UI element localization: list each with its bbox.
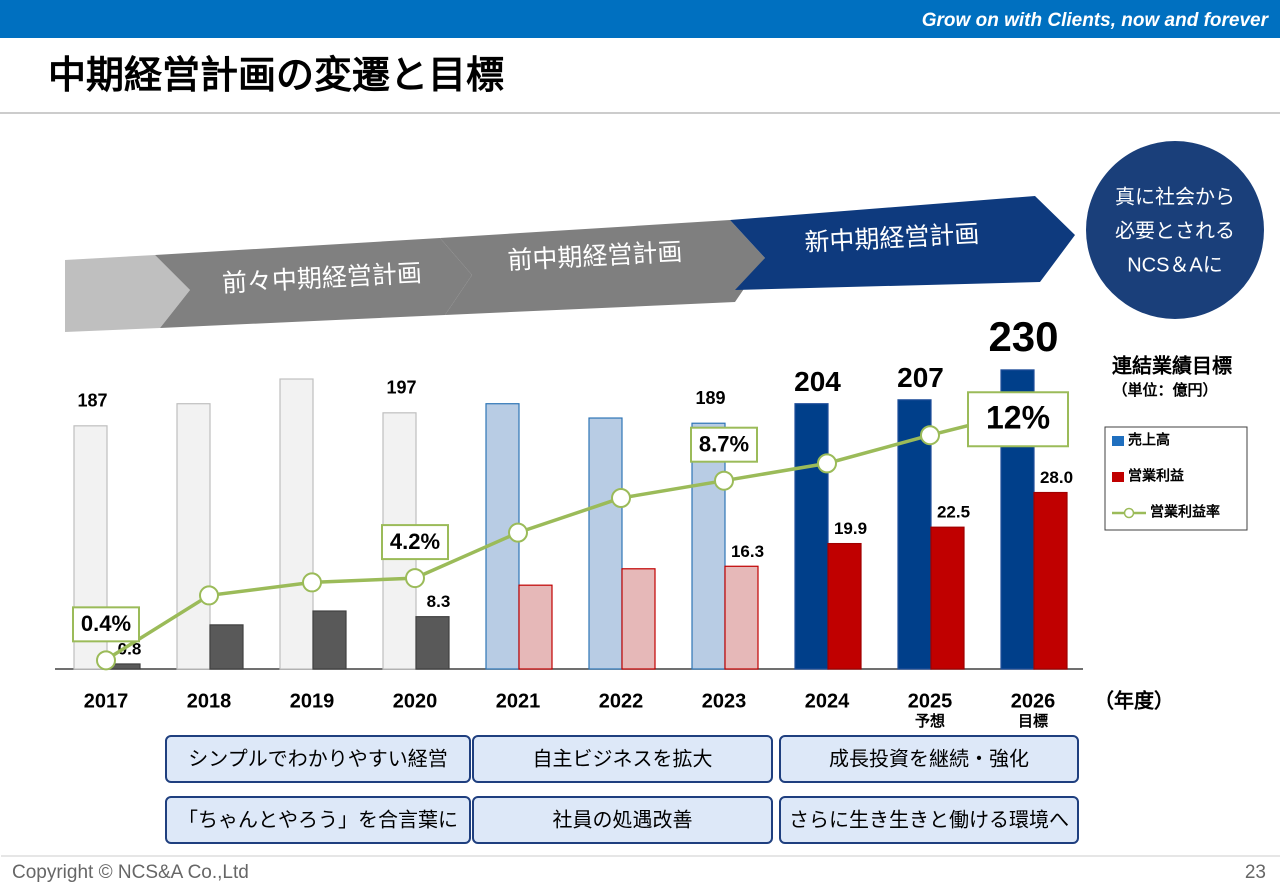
line-point <box>817 453 837 474</box>
line-point <box>714 470 734 491</box>
data-label: 19.9 <box>834 519 867 538</box>
bar <box>588 417 623 670</box>
x-tick-label: 2026 <box>1011 690 1056 712</box>
bar <box>897 399 932 670</box>
legend-subtitle: （単位：億円） <box>1112 381 1217 399</box>
line-point <box>920 425 940 446</box>
data-label: 22.5 <box>937 503 970 522</box>
data-label: 197 <box>386 378 416 398</box>
x-tick-label: 2024 <box>805 690 850 712</box>
line-point <box>302 572 322 593</box>
initiative-text: 成長投資を継続・強化 <box>829 747 1029 770</box>
x-tick-note: 目標 <box>1018 712 1048 730</box>
data-label: 4.2% <box>390 529 440 554</box>
x-tick-label: 2018 <box>187 690 232 712</box>
data-label-box <box>72 606 140 643</box>
page-number: 23 <box>1245 862 1266 883</box>
bar <box>209 624 244 670</box>
data-label: 8.3 <box>427 592 451 611</box>
data-label: 12% <box>986 400 1050 436</box>
bar <box>312 610 347 670</box>
bar <box>794 403 829 670</box>
initiative-text: 「ちゃんとやろう」を合言葉に <box>178 808 458 831</box>
bar <box>930 526 965 670</box>
vision-text: 必要とされる <box>1115 219 1235 242</box>
initiative-box <box>165 735 471 783</box>
bar <box>724 565 759 670</box>
bar <box>1033 491 1068 670</box>
initiative-text: 自主ビジネスを拡大 <box>533 747 713 770</box>
data-label: 207 <box>897 362 944 393</box>
phase-arrow <box>155 238 472 328</box>
legend-swatch <box>1123 507 1135 519</box>
line-point <box>611 488 631 509</box>
data-label: 16.3 <box>731 542 764 561</box>
vision-text: NCS＆Aに <box>1127 254 1223 276</box>
initiative-box <box>165 796 471 844</box>
slide-title: 中期経営計画の変遷と目標 <box>48 54 504 97</box>
x-tick-label: 2023 <box>702 690 747 712</box>
legend-swatch <box>1112 472 1124 482</box>
phase-arrow <box>730 196 1075 290</box>
legend-title: 連結業績目標 <box>1112 353 1232 377</box>
data-label: 230 <box>988 313 1058 360</box>
bar <box>279 378 314 670</box>
legend-swatch <box>1112 436 1124 446</box>
data-label: 8.7% <box>699 432 749 457</box>
data-label: 0.4% <box>81 611 131 636</box>
phase-arrow <box>440 220 765 315</box>
initiative-box <box>472 735 773 783</box>
x-tick-label: 2019 <box>290 690 335 712</box>
initiative-box <box>779 796 1079 844</box>
bar <box>691 422 726 670</box>
initiative-box <box>779 735 1079 783</box>
legend-label: 売上高 <box>1128 432 1170 448</box>
initiative-text: 社員の処遇改善 <box>553 808 693 831</box>
data-label-box <box>381 524 449 561</box>
phase-arrow <box>65 255 190 332</box>
line <box>104 407 1034 662</box>
line-point <box>508 522 528 543</box>
legend-label: 営業利益 <box>1128 468 1184 484</box>
x-tick-label: 2022 <box>599 690 644 712</box>
bar <box>621 568 656 670</box>
data-label: 187 <box>77 391 107 411</box>
data-label-box <box>967 391 1069 448</box>
copyright: Copyright © NCS&A Co.,Ltd <box>12 862 249 883</box>
bar <box>176 403 211 670</box>
bar <box>415 616 450 670</box>
data-label: 0.8 <box>118 639 142 658</box>
x-tick-label: 2025 <box>908 690 953 712</box>
line-point <box>199 585 219 606</box>
bar <box>827 542 862 670</box>
legend-box <box>1104 426 1248 531</box>
header-band <box>0 0 1280 38</box>
x-axis-label: （年度） <box>1094 688 1174 712</box>
x-tick-label: 2021 <box>496 690 541 712</box>
initiative-text: シンプルでわかりやすい経営 <box>188 747 447 770</box>
data-label-box <box>690 426 758 463</box>
vision-circle <box>1086 141 1264 319</box>
x-tick-note: 予想 <box>915 712 945 730</box>
line-point <box>96 650 116 671</box>
initiative-box <box>472 796 773 844</box>
initiative-text: さらに生き生きと働ける環境へ <box>789 808 1069 831</box>
line-point <box>405 568 425 589</box>
x-tick-label: 2020 <box>393 690 438 712</box>
legend-label: 営業利益率 <box>1150 504 1220 520</box>
tagline: Grow on with Clients, now and forever <box>922 10 1270 31</box>
data-label: 28.0 <box>1040 468 1073 487</box>
x-tick-label: 2017 <box>84 690 129 712</box>
vision-text: 真に社会から <box>1115 185 1235 208</box>
data-label: 189 <box>695 388 725 408</box>
data-label: 204 <box>794 366 841 397</box>
bar <box>518 584 553 670</box>
